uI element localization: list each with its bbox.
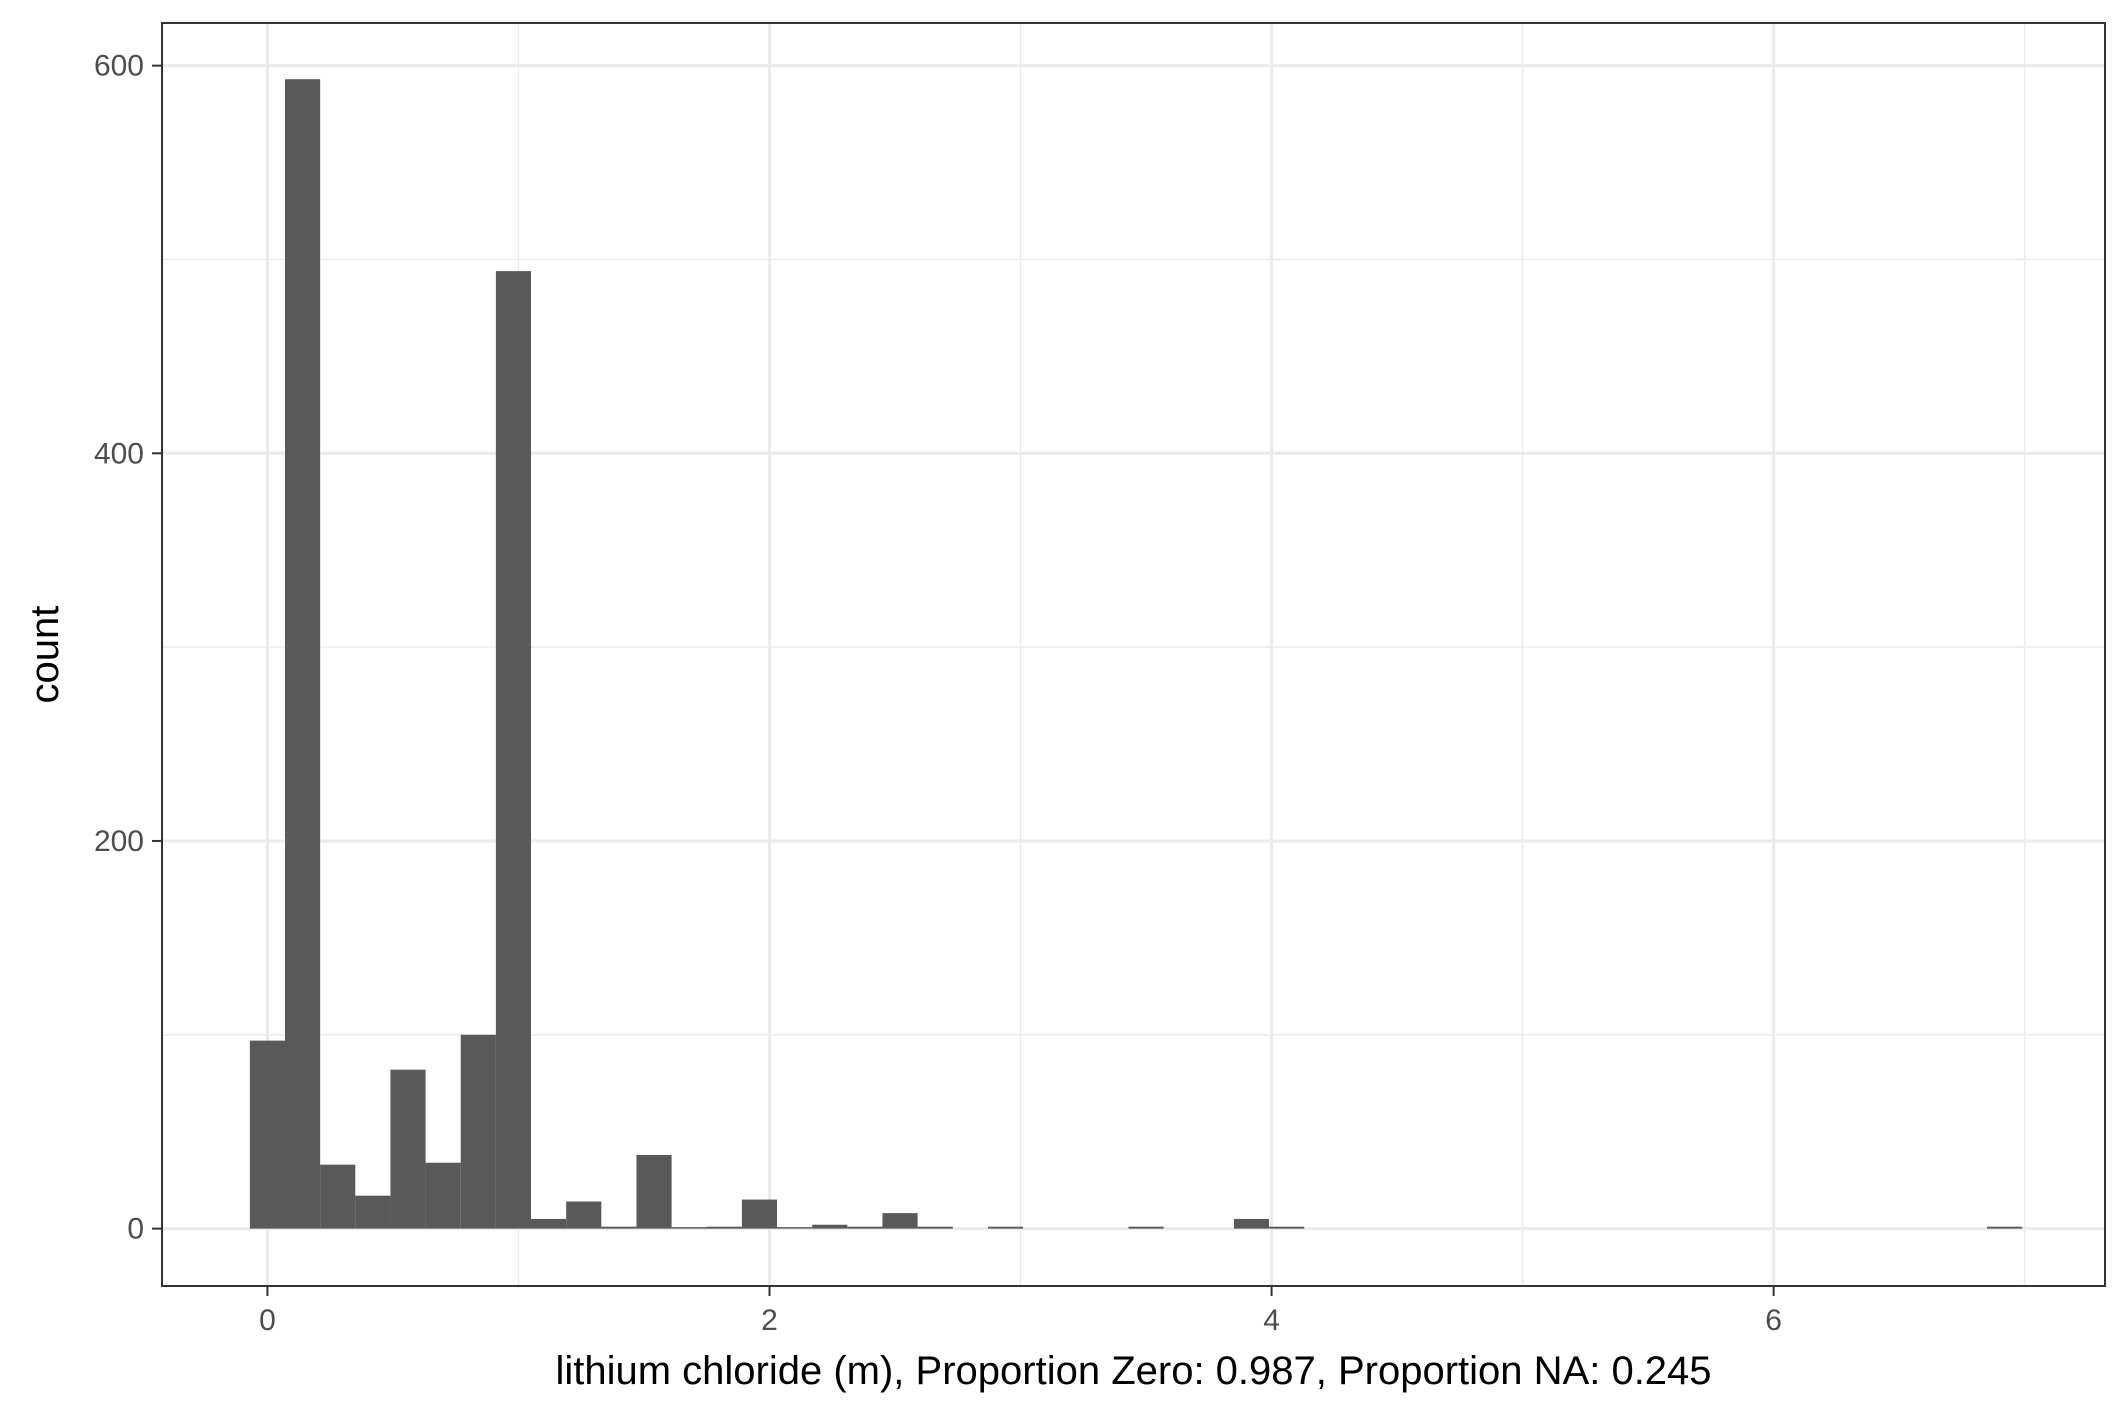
y-tick-label: 600 xyxy=(94,50,144,83)
x-tick-label: 4 xyxy=(1263,1304,1280,1337)
histogram-bar xyxy=(460,1034,496,1229)
histogram-bar xyxy=(741,1199,778,1229)
histogram-bar xyxy=(1269,1226,1305,1229)
histogram-bar xyxy=(495,271,532,1229)
histogram-bar xyxy=(285,79,321,1229)
histogram-bar xyxy=(1233,1218,1270,1229)
histogram-bar xyxy=(1987,1226,2023,1229)
y-tick-label: 400 xyxy=(94,437,144,470)
x-tick-label: 2 xyxy=(761,1304,778,1337)
histogram-bar xyxy=(601,1226,637,1229)
histogram-bar xyxy=(566,1201,602,1229)
histogram-bar xyxy=(882,1213,918,1229)
x-tick-label: 6 xyxy=(1765,1304,1782,1337)
histogram-bar xyxy=(636,1154,672,1229)
axis-layer: 0 2 4 6 0 200 400 600 xyxy=(94,50,1782,1337)
histogram-bar xyxy=(987,1226,1024,1229)
y-axis-title: count xyxy=(23,606,67,704)
x-tick-label: 0 xyxy=(259,1304,276,1337)
histogram-bar xyxy=(847,1226,883,1229)
histogram-bar xyxy=(320,1164,356,1229)
histogram-bar xyxy=(355,1195,391,1229)
y-tick-label: 200 xyxy=(94,825,144,858)
histogram-bar xyxy=(390,1069,426,1229)
panel-border xyxy=(161,22,2106,1287)
histogram-bar xyxy=(249,1040,286,1229)
histogram-bar xyxy=(706,1226,742,1229)
x-axis-title: lithium chloride (m), Proportion Zero: 0… xyxy=(555,1349,1711,1393)
bar-layer xyxy=(249,79,2023,1229)
histogram-bar xyxy=(812,1224,848,1229)
histogram-bar xyxy=(1128,1226,1164,1229)
histogram-bar xyxy=(425,1162,461,1229)
histogram-bar xyxy=(671,1227,707,1229)
histogram-bar xyxy=(531,1218,567,1229)
grid-layer xyxy=(162,23,2105,1286)
histogram-bar xyxy=(777,1227,813,1229)
y-tick-label: 0 xyxy=(127,1213,144,1246)
histogram-bar xyxy=(917,1226,953,1229)
